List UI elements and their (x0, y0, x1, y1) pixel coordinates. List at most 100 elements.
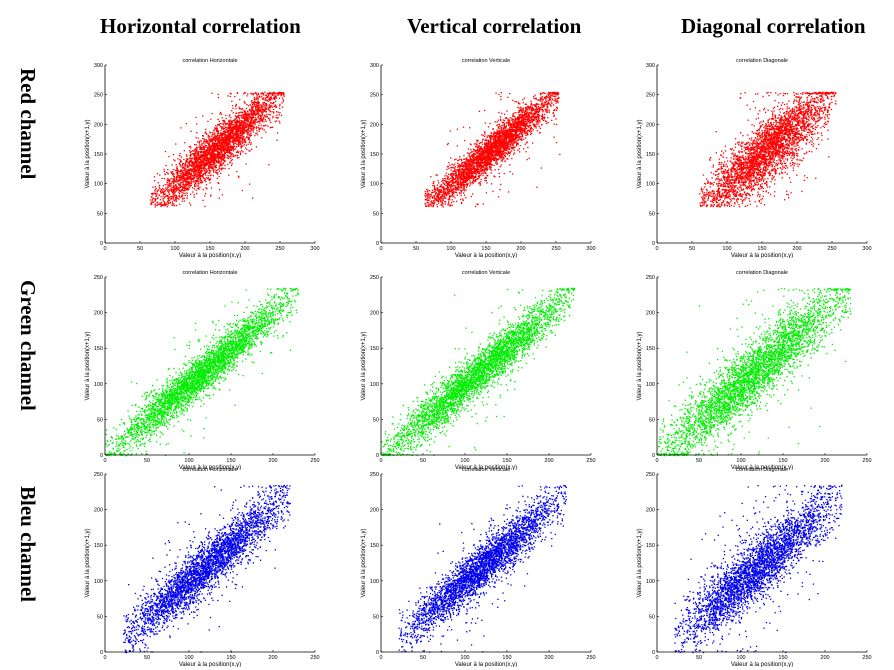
scatter-point (189, 178, 192, 181)
scatter-point (200, 156, 202, 158)
scatter-point (163, 204, 165, 206)
scatter-point (185, 188, 187, 190)
scatter-point (185, 160, 187, 162)
scatter-point (214, 169, 216, 171)
scatter-point (175, 180, 177, 183)
scatter-point (464, 164, 467, 166)
scatter-point (199, 174, 201, 176)
scatter-point (460, 202, 463, 205)
scatter-point (186, 160, 188, 162)
scatter-point (204, 171, 207, 173)
scatter-point (448, 167, 450, 170)
scatter-point (210, 174, 212, 176)
scatter-point (484, 143, 486, 146)
scatter-point (190, 154, 192, 156)
scatter-point (176, 175, 178, 177)
scatter-point (221, 137, 223, 139)
scatter-point (221, 151, 223, 153)
scatter-point (261, 107, 264, 110)
scatter-point (219, 161, 221, 163)
scatter-point (218, 141, 220, 144)
scatter-point (250, 106, 252, 109)
scatter-point (179, 164, 181, 167)
scatter-point (546, 103, 548, 105)
scatter-point (203, 158, 205, 160)
scatter-point (174, 190, 176, 193)
scatter-point (255, 99, 257, 101)
scatter-point (242, 151, 244, 153)
scatter-point (189, 202, 191, 204)
scatter-point (460, 190, 462, 192)
scatter-point (204, 205, 206, 208)
scatter-point (194, 157, 196, 159)
scatter-point (276, 117, 278, 119)
scatter-point (260, 116, 262, 119)
scatter-point (210, 140, 213, 143)
scatter-point (252, 129, 255, 131)
scatter-point (465, 176, 467, 178)
scatter-point (174, 188, 176, 191)
scatter-point (181, 171, 184, 174)
scatter-point (164, 203, 166, 205)
scatter-point (229, 114, 231, 116)
scatter-point (434, 190, 437, 192)
scatter-point (243, 141, 245, 143)
scatter-point (215, 129, 218, 132)
scatter-point (215, 145, 217, 147)
scatter-point (465, 181, 467, 183)
scatter-point (553, 100, 555, 102)
scatter-point (218, 170, 221, 172)
scatter-point (231, 110, 233, 112)
scatter-point (209, 139, 211, 141)
scatter-point (225, 142, 227, 144)
scatter-point (238, 121, 240, 123)
scatter-point (189, 168, 192, 170)
scatter-point (188, 187, 191, 189)
scatter-point (247, 137, 249, 139)
y-tick-label: 100 (94, 182, 103, 188)
scatter-point (482, 153, 484, 155)
scatter-point (236, 92, 239, 94)
scatter-point (220, 149, 223, 152)
scatter-point (169, 190, 171, 192)
scatter-point (510, 146, 512, 148)
scatter-point (185, 162, 187, 165)
scatter-point (258, 124, 260, 126)
scatter-point (246, 129, 249, 131)
scatter-point (231, 155, 233, 157)
scatter-point (195, 153, 197, 155)
scatter-point (197, 182, 199, 184)
scatter-point (181, 170, 183, 172)
scatter-point (200, 167, 202, 169)
scatter-point (550, 100, 552, 102)
scatter-point (224, 131, 226, 133)
scatter-point (188, 146, 191, 148)
scatter-point (243, 125, 245, 127)
scatter-point (188, 161, 191, 163)
scatter-point (507, 129, 509, 131)
scatter-point (274, 104, 276, 106)
scatter-point (258, 95, 260, 97)
scatter-point (225, 149, 227, 152)
scatter-point (234, 126, 236, 128)
scatter-point (242, 128, 245, 130)
scatter-point (223, 149, 225, 151)
scatter-point (435, 197, 437, 200)
scatter-point (541, 117, 544, 119)
scatter-point (526, 142, 528, 144)
scatter-point (249, 183, 251, 185)
scatter-point (511, 140, 513, 142)
scatter-point (241, 117, 243, 119)
scatter-point (179, 153, 181, 155)
scatter-point (204, 164, 206, 166)
scatter-point (166, 181, 168, 184)
scatter-point (179, 192, 181, 194)
scatter-point (184, 189, 186, 192)
scatter-point (505, 117, 507, 119)
scatter-point (245, 152, 247, 155)
scatter-point (208, 161, 210, 163)
scatter-point (513, 128, 515, 131)
scatter-point (235, 135, 237, 138)
scatter-point (199, 164, 201, 167)
scatter-point (549, 92, 551, 94)
